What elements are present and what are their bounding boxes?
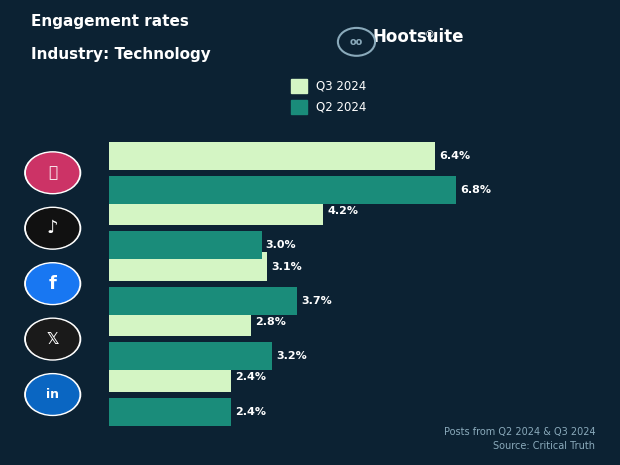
- Bar: [108, 287, 298, 315]
- Text: 𝕏: 𝕏: [46, 332, 59, 346]
- Text: Hootsuite: Hootsuite: [372, 28, 464, 46]
- Bar: [108, 308, 252, 336]
- Text: 2.8%: 2.8%: [255, 317, 286, 327]
- Bar: [108, 342, 272, 370]
- Bar: [108, 398, 231, 426]
- Bar: [108, 252, 267, 280]
- Text: Posts from Q2 2024 & Q3 2024
Source: Critical Truth: Posts from Q2 2024 & Q3 2024 Source: Cri…: [443, 427, 595, 451]
- Text: ♪: ♪: [47, 219, 58, 237]
- Text: 2.4%: 2.4%: [235, 407, 266, 417]
- Text: oo: oo: [350, 37, 363, 47]
- Text: 2.4%: 2.4%: [235, 372, 266, 382]
- Text: Q3 2024: Q3 2024: [316, 80, 366, 93]
- Text: 6.8%: 6.8%: [460, 185, 491, 195]
- Text: ®: ®: [425, 30, 435, 40]
- Text: 📷: 📷: [48, 165, 57, 180]
- Bar: [108, 176, 456, 204]
- Bar: [108, 231, 262, 259]
- Text: 3.7%: 3.7%: [301, 296, 332, 306]
- Text: Q2 2024: Q2 2024: [316, 100, 366, 113]
- Bar: [108, 141, 435, 170]
- Text: Industry: Technology: Industry: Technology: [31, 46, 211, 61]
- Text: 6.4%: 6.4%: [440, 151, 471, 160]
- Text: Engagement rates: Engagement rates: [31, 14, 189, 29]
- Text: in: in: [46, 388, 59, 401]
- Bar: [108, 197, 323, 225]
- Text: 4.2%: 4.2%: [327, 206, 358, 216]
- Text: f: f: [49, 275, 56, 292]
- Text: 3.2%: 3.2%: [276, 351, 307, 361]
- Text: 3.0%: 3.0%: [266, 240, 296, 250]
- Bar: [108, 363, 231, 392]
- Text: 3.1%: 3.1%: [271, 261, 301, 272]
